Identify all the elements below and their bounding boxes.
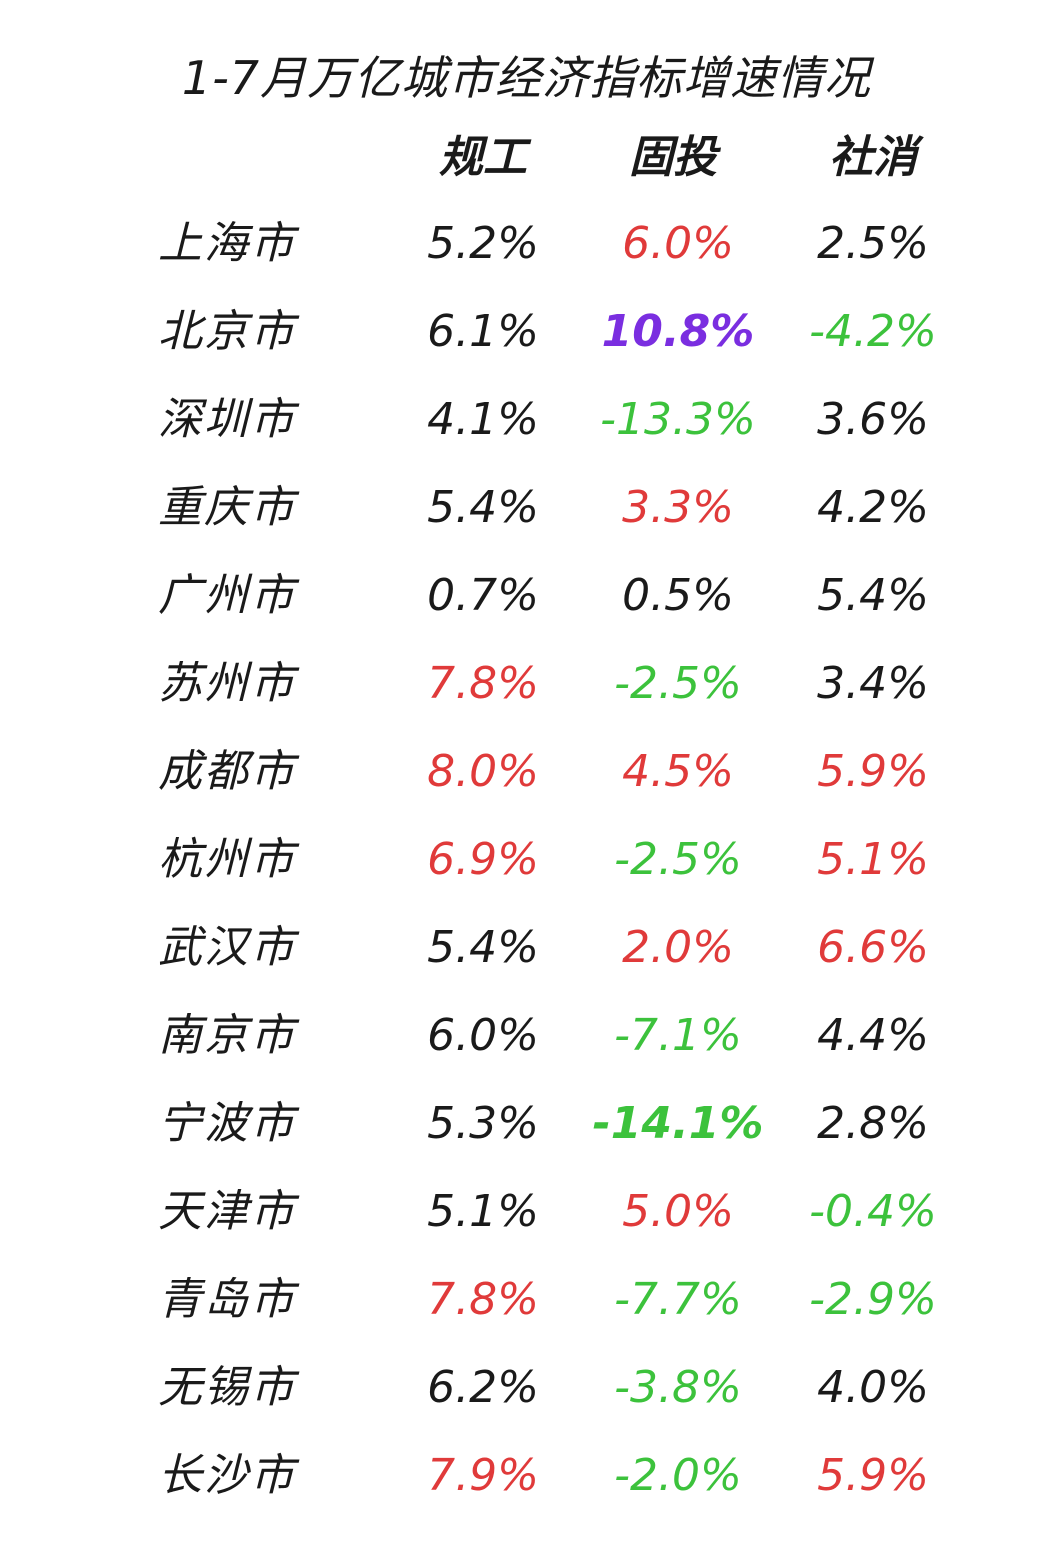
value-guigong: 6.0% bbox=[427, 1010, 539, 1061]
table-row: 上海市 5.2% 6.0% 2.5% bbox=[0, 214, 1053, 274]
value-guigong: 5.4% bbox=[427, 922, 539, 973]
city-label: 广州市 bbox=[158, 570, 296, 621]
value-shexiao: 5.9% bbox=[817, 1450, 929, 1501]
table-row: 广州市 0.7% 0.5% 5.4% bbox=[0, 566, 1053, 626]
value-gutou: -7.1% bbox=[614, 1010, 742, 1061]
table-row: 青岛市 7.8% -7.7% -2.9% bbox=[0, 1270, 1053, 1330]
value-gutou: 0.5% bbox=[622, 570, 734, 621]
value-gutou: -3.8% bbox=[614, 1362, 742, 1413]
table-row: 成都市 8.0% 4.5% 5.9% bbox=[0, 742, 1053, 802]
value-shexiao: -2.9% bbox=[809, 1274, 937, 1325]
column-header-guigong: 规工 bbox=[439, 132, 527, 183]
value-guigong: 7.8% bbox=[427, 1274, 539, 1325]
table-row: 重庆市 5.4% 3.3% 4.2% bbox=[0, 478, 1053, 538]
city-label: 杭州市 bbox=[158, 834, 296, 885]
value-shexiao: 3.4% bbox=[817, 658, 929, 709]
city-label: 长沙市 bbox=[158, 1450, 296, 1501]
value-guigong: 5.2% bbox=[427, 218, 539, 269]
value-guigong: 7.9% bbox=[427, 1450, 539, 1501]
table-row: 南京市 6.0% -7.1% 4.4% bbox=[0, 1006, 1053, 1066]
table-row: 杭州市 6.9% -2.5% 5.1% bbox=[0, 830, 1053, 890]
table-row: 武汉市 5.4% 2.0% 6.6% bbox=[0, 918, 1053, 978]
value-guigong: 7.8% bbox=[427, 658, 539, 709]
value-gutou: -2.0% bbox=[614, 1450, 742, 1501]
value-gutou: -2.5% bbox=[614, 834, 742, 885]
value-shexiao: 2.5% bbox=[817, 218, 929, 269]
value-shexiao: -4.2% bbox=[809, 306, 937, 357]
table-row: 深圳市 4.1% -13.3% 3.6% bbox=[0, 390, 1053, 450]
value-guigong: 5.1% bbox=[427, 1186, 539, 1237]
table-row: 无锡市 6.2% -3.8% 4.0% bbox=[0, 1358, 1053, 1418]
value-guigong: 5.4% bbox=[427, 482, 539, 533]
value-guigong: 8.0% bbox=[427, 746, 539, 797]
value-gutou: 10.8% bbox=[601, 306, 755, 357]
value-shexiao: 5.9% bbox=[817, 746, 929, 797]
value-guigong: 6.2% bbox=[427, 1362, 539, 1413]
value-gutou: 5.0% bbox=[622, 1186, 734, 1237]
value-shexiao: 3.6% bbox=[817, 394, 929, 445]
value-gutou: -7.7% bbox=[614, 1274, 742, 1325]
value-guigong: 6.9% bbox=[427, 834, 539, 885]
value-gutou: -14.1% bbox=[592, 1098, 764, 1149]
table-row: 天津市 5.1% 5.0% -0.4% bbox=[0, 1182, 1053, 1242]
city-label: 无锡市 bbox=[158, 1362, 296, 1413]
table-row: 北京市 6.1% 10.8% -4.2% bbox=[0, 302, 1053, 362]
city-label: 武汉市 bbox=[158, 922, 296, 973]
value-shexiao: 5.1% bbox=[817, 834, 929, 885]
value-gutou: 3.3% bbox=[622, 482, 734, 533]
city-label: 苏州市 bbox=[158, 658, 296, 709]
table-row: 长沙市 7.9% -2.0% 5.9% bbox=[0, 1446, 1053, 1506]
value-shexiao: 5.4% bbox=[817, 570, 929, 621]
column-header-shexiao: 社消 bbox=[829, 132, 917, 183]
value-guigong: 0.7% bbox=[427, 570, 539, 621]
value-guigong: 6.1% bbox=[427, 306, 539, 357]
value-gutou: -13.3% bbox=[600, 394, 756, 445]
value-gutou: 2.0% bbox=[622, 922, 734, 973]
value-gutou: -2.5% bbox=[614, 658, 742, 709]
city-label: 成都市 bbox=[158, 746, 296, 797]
table-row: 苏州市 7.8% -2.5% 3.4% bbox=[0, 654, 1053, 714]
value-shexiao: -0.4% bbox=[809, 1186, 937, 1237]
value-shexiao: 6.6% bbox=[817, 922, 929, 973]
table-header: 规工 固投 社消 bbox=[0, 128, 1053, 188]
value-gutou: 6.0% bbox=[622, 218, 734, 269]
value-shexiao: 2.8% bbox=[817, 1098, 929, 1149]
city-label: 深圳市 bbox=[158, 394, 296, 445]
city-label: 上海市 bbox=[158, 218, 296, 269]
city-label: 北京市 bbox=[158, 306, 296, 357]
city-label: 宁波市 bbox=[158, 1098, 296, 1149]
chart-title: 1-7月万亿城市经济指标增速情况 bbox=[181, 51, 872, 105]
table-row: 宁波市 5.3% -14.1% 2.8% bbox=[0, 1094, 1053, 1154]
city-label: 天津市 bbox=[158, 1186, 296, 1237]
value-guigong: 4.1% bbox=[427, 394, 539, 445]
value-guigong: 5.3% bbox=[427, 1098, 539, 1149]
value-gutou: 4.5% bbox=[622, 746, 734, 797]
city-label: 青岛市 bbox=[158, 1274, 296, 1325]
city-label: 重庆市 bbox=[158, 482, 296, 533]
value-shexiao: 4.4% bbox=[817, 1010, 929, 1061]
city-label: 南京市 bbox=[158, 1010, 296, 1061]
value-shexiao: 4.2% bbox=[817, 482, 929, 533]
column-header-gutou: 固投 bbox=[629, 132, 717, 183]
value-shexiao: 4.0% bbox=[817, 1362, 929, 1413]
